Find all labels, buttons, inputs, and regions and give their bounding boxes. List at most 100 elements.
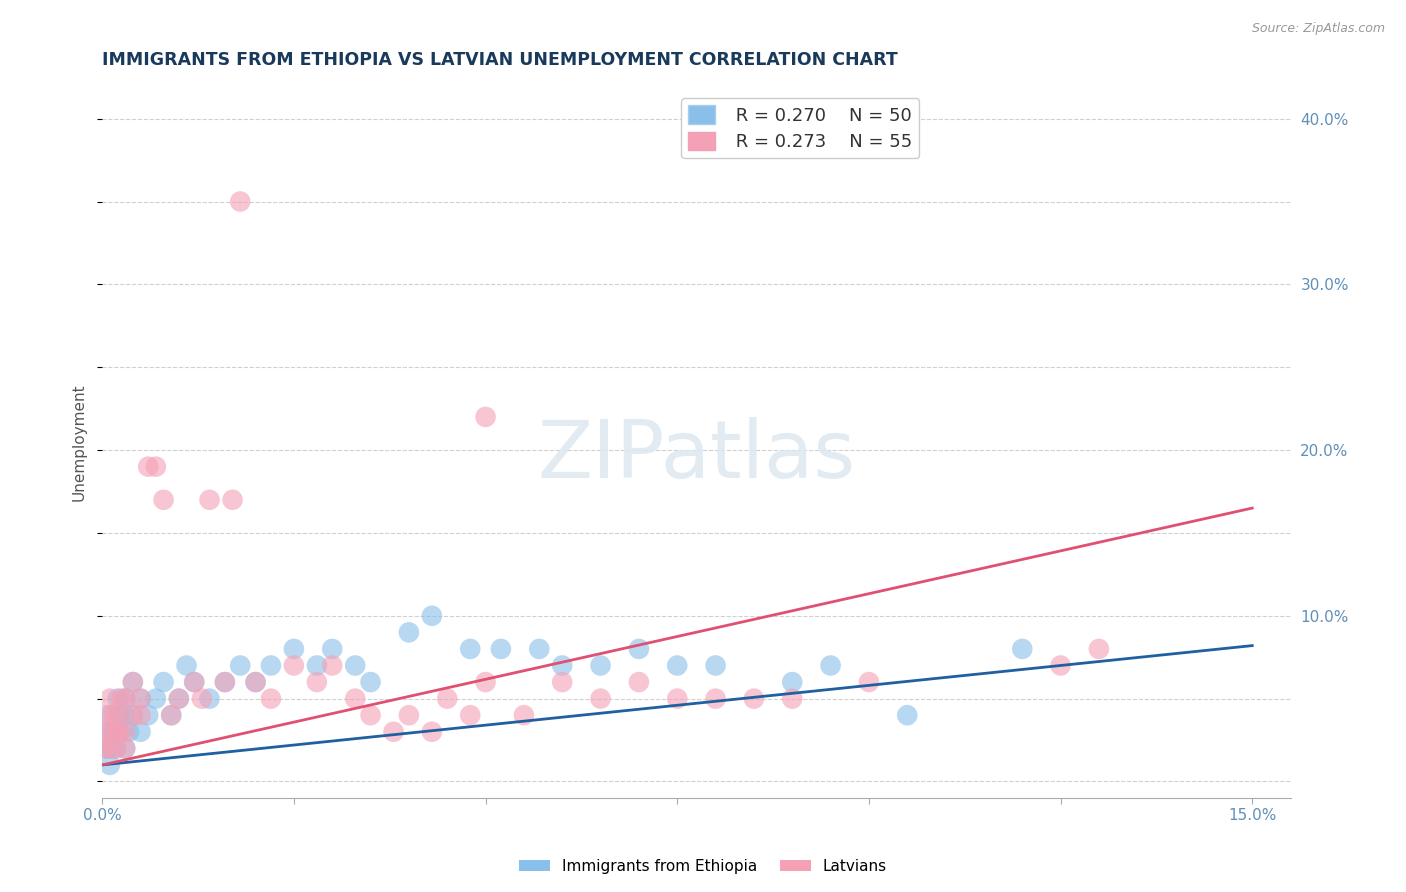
Text: IMMIGRANTS FROM ETHIOPIA VS LATVIAN UNEMPLOYMENT CORRELATION CHART: IMMIGRANTS FROM ETHIOPIA VS LATVIAN UNEM… <box>103 51 898 69</box>
Point <box>176 658 198 673</box>
Point <box>107 708 129 723</box>
Point <box>666 691 689 706</box>
Point <box>160 708 183 723</box>
Point <box>98 708 121 723</box>
Point <box>513 708 536 723</box>
Point <box>191 691 214 706</box>
Point <box>283 658 305 673</box>
Legend:  R = 0.270    N = 50,  R = 0.273    N = 55: R = 0.270 N = 50, R = 0.273 N = 55 <box>681 98 920 159</box>
Point <box>458 708 481 723</box>
Point <box>245 675 267 690</box>
Point <box>114 741 136 756</box>
Point <box>489 641 512 656</box>
Y-axis label: Unemployment: Unemployment <box>72 383 86 500</box>
Point <box>100 741 122 756</box>
Point <box>94 741 117 756</box>
Point <box>145 459 167 474</box>
Point <box>105 741 128 756</box>
Point <box>122 708 145 723</box>
Point <box>474 409 496 424</box>
Point <box>221 492 243 507</box>
Point <box>666 658 689 673</box>
Point <box>114 691 136 706</box>
Point <box>152 675 174 690</box>
Point <box>780 691 803 706</box>
Point <box>344 658 367 673</box>
Point <box>129 691 152 706</box>
Point <box>260 691 283 706</box>
Point <box>474 675 496 690</box>
Point <box>136 708 159 723</box>
Point <box>167 691 190 706</box>
Point <box>129 691 152 706</box>
Point <box>97 724 120 739</box>
Point <box>551 675 574 690</box>
Point <box>110 724 132 739</box>
Point <box>420 724 443 739</box>
Point <box>98 691 121 706</box>
Point <box>214 675 236 690</box>
Point <box>122 708 145 723</box>
Point <box>152 492 174 507</box>
Point <box>1088 641 1111 656</box>
Point <box>305 675 328 690</box>
Point <box>108 724 131 739</box>
Point <box>114 708 136 723</box>
Point <box>110 691 132 706</box>
Point <box>160 708 183 723</box>
Point <box>229 194 252 209</box>
Point <box>627 675 650 690</box>
Point <box>344 691 367 706</box>
Point <box>94 724 117 739</box>
Point <box>103 708 125 723</box>
Point <box>183 675 205 690</box>
Point <box>382 724 405 739</box>
Point <box>245 675 267 690</box>
Point <box>858 675 880 690</box>
Point <box>1049 658 1071 673</box>
Text: ZIPatlas: ZIPatlas <box>537 417 855 495</box>
Point <box>107 724 129 739</box>
Point <box>122 675 145 690</box>
Point <box>529 641 551 656</box>
Point <box>742 691 765 706</box>
Point <box>114 691 136 706</box>
Point <box>305 658 328 673</box>
Point <box>122 675 145 690</box>
Point <box>129 708 152 723</box>
Point <box>103 724 125 739</box>
Point <box>420 608 443 623</box>
Point <box>107 724 129 739</box>
Point <box>360 675 382 690</box>
Point <box>107 691 129 706</box>
Point <box>108 708 131 723</box>
Point <box>704 658 727 673</box>
Point <box>98 758 121 772</box>
Point <box>436 691 458 706</box>
Legend: Immigrants from Ethiopia, Latvians: Immigrants from Ethiopia, Latvians <box>513 853 893 880</box>
Point <box>198 691 221 706</box>
Point <box>589 691 612 706</box>
Point <box>100 724 122 739</box>
Point <box>896 708 918 723</box>
Point <box>398 708 420 723</box>
Point <box>229 658 252 673</box>
Point <box>136 459 159 474</box>
Point <box>214 675 236 690</box>
Point <box>321 658 343 673</box>
Point <box>118 724 141 739</box>
Point <box>198 492 221 507</box>
Text: Source: ZipAtlas.com: Source: ZipAtlas.com <box>1251 22 1385 36</box>
Point <box>114 741 136 756</box>
Point <box>820 658 842 673</box>
Point <box>98 741 121 756</box>
Point <box>260 658 283 673</box>
Point <box>704 691 727 706</box>
Point <box>129 724 152 739</box>
Point <box>780 675 803 690</box>
Point <box>551 658 574 673</box>
Point <box>283 641 305 656</box>
Point <box>93 741 115 756</box>
Point <box>167 691 190 706</box>
Point <box>1011 641 1033 656</box>
